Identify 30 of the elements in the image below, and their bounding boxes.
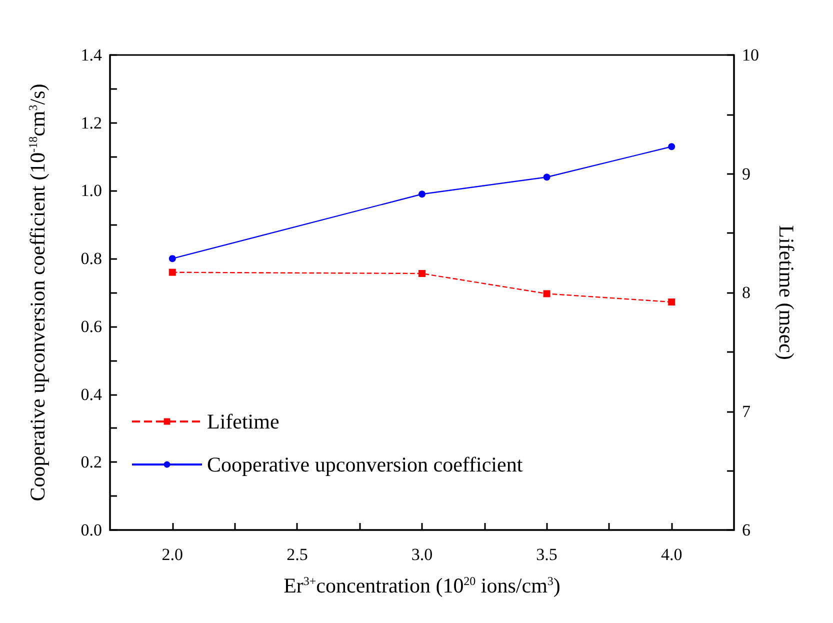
y2-tick-label: 7 bbox=[742, 402, 751, 421]
point bbox=[168, 255, 176, 262]
y-axis-title: Cooperative upconversion coefficient (10-18cm3/s) bbox=[26, 84, 50, 502]
legend-label: Cooperative upconversion coefficient bbox=[207, 452, 523, 476]
x-tick-label: 2.5 bbox=[286, 545, 308, 564]
legend-label: Lifetime bbox=[207, 410, 280, 434]
y-tick-label: 1.2 bbox=[80, 113, 102, 132]
y2-tick-label: 8 bbox=[742, 283, 750, 302]
y-tick-label: 1.4 bbox=[80, 46, 102, 64]
y-tick-label: 0.8 bbox=[80, 249, 102, 268]
point bbox=[418, 270, 426, 277]
y-tick-label: 1.0 bbox=[80, 181, 102, 200]
y-tick-label: 0.0 bbox=[80, 520, 102, 540]
point bbox=[418, 190, 426, 198]
y-tick-label: 0.6 bbox=[80, 316, 102, 336]
y-tick-label: 0.2 bbox=[80, 452, 102, 472]
x-tick-label: 4.0 bbox=[660, 545, 682, 564]
y2-tick-label: 9 bbox=[742, 164, 750, 184]
point bbox=[543, 174, 550, 181]
point bbox=[543, 290, 550, 298]
point bbox=[168, 268, 176, 276]
y2-tick-label: 10 bbox=[742, 46, 759, 64]
x-tick-label: 3.5 bbox=[536, 545, 558, 564]
point bbox=[668, 143, 676, 150]
y-tick-label: 0.4 bbox=[80, 384, 102, 404]
point bbox=[668, 298, 676, 306]
y2-axis-title: Lifetime (msec) bbox=[774, 225, 798, 360]
x-tick-label: 3.0 bbox=[411, 545, 433, 564]
y2-tick-label: 6 bbox=[742, 520, 750, 540]
x-tick-label: 2.0 bbox=[162, 545, 184, 564]
